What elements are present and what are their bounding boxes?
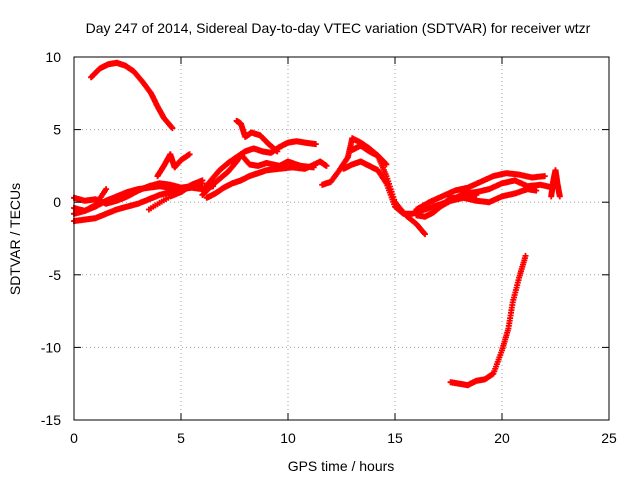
data-series-arc-11 [233, 117, 281, 155]
plot-frame [73, 56, 610, 421]
data-series-arc-10 [203, 158, 330, 201]
y-tick-label: -15 [41, 412, 61, 428]
x-axis-label: GPS time / hours [288, 458, 395, 474]
data-series-arc-17 [413, 186, 540, 220]
x-tick-label: 25 [601, 430, 617, 446]
data-series-arc-15 [413, 170, 548, 213]
x-tick-label: 20 [494, 430, 510, 446]
chart-title: Day 247 of 2014, Sidereal Day-to-day VTE… [86, 20, 591, 36]
x-tick-label: 0 [70, 430, 78, 446]
axis-ticks: 0 5 10 15 20 25 -15 -10 -5 0 5 10 [41, 49, 617, 446]
x-tick-label: 5 [177, 430, 185, 446]
x-tick-label: 15 [387, 430, 403, 446]
y-tick-label: 5 [53, 122, 61, 138]
data-series-arc-18 [548, 167, 563, 200]
data-series-arc-6 [145, 184, 191, 213]
data-series-arc-7 [154, 151, 193, 180]
y-tick-label: -10 [41, 339, 61, 355]
data-series-arc-9 [199, 151, 317, 198]
grid-lines [74, 57, 609, 420]
data-points [71, 59, 563, 389]
y-tick-label: 0 [53, 194, 61, 210]
data-series-arc-14 [349, 142, 390, 168]
y-tick-label: 10 [45, 49, 61, 65]
y-tick-label: -5 [49, 267, 62, 283]
x-tick-label: 10 [280, 430, 296, 446]
data-series-arc-1 [88, 59, 176, 132]
data-series-arc-19 [447, 252, 529, 389]
y-axis-label: SDTVAR / TECUs [7, 183, 23, 295]
